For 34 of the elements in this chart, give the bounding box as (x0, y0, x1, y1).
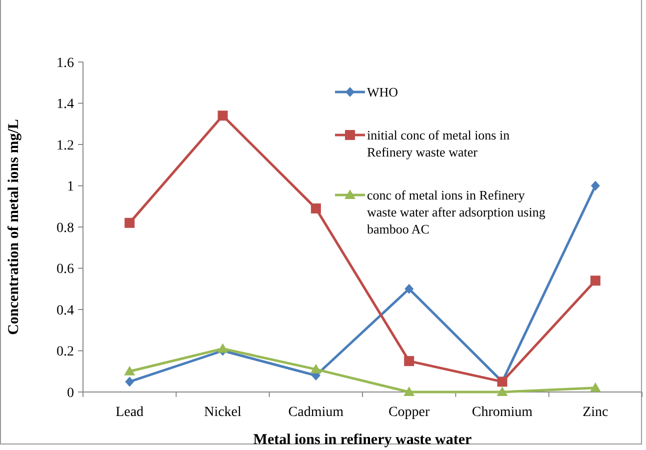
y-tick-label: 0.2 (56, 344, 74, 360)
point (404, 386, 415, 396)
point (218, 110, 228, 121)
y-tick-label: 1 (67, 180, 74, 195)
legend-label: conc of metal ions in Refinery waste water after adsorption using bamboo AC (367, 188, 546, 237)
point (590, 180, 600, 191)
y-axis-title: Concentration of metal ions mg/L (6, 119, 22, 335)
y-tick-label: 0.4 (56, 303, 74, 318)
point (310, 364, 322, 374)
y-tick-label: 1.6 (56, 56, 74, 71)
point (404, 284, 414, 294)
point (590, 382, 601, 392)
x-axis-title: Metal ions in refinery waste water (253, 432, 472, 448)
legend-label: initial conc of metal ions in Refinery waste water (367, 128, 510, 160)
y-tick-label: 1.4 (56, 97, 74, 112)
x-tick-label: Copper (388, 405, 430, 420)
point (124, 218, 135, 228)
x-tick-label: Nickel (204, 405, 242, 420)
legend-label: WHO (367, 84, 398, 100)
point (590, 276, 600, 286)
point (404, 356, 414, 366)
point (124, 366, 136, 376)
y-tick-label: 0 (67, 386, 74, 401)
point (496, 386, 508, 396)
y-tick-label: 1.2 (56, 138, 74, 154)
y-tick-label: 0.6 (56, 262, 74, 278)
x-tick-label: Cadmium (288, 405, 344, 420)
x-tick-label: Zinc (582, 405, 608, 420)
point (310, 203, 321, 214)
x-tick-label: Chromium (472, 405, 533, 420)
y-tick-label: 0.8 (56, 220, 74, 236)
point (217, 343, 228, 353)
point (125, 376, 134, 387)
x-tick-label: Lead (116, 405, 144, 420)
